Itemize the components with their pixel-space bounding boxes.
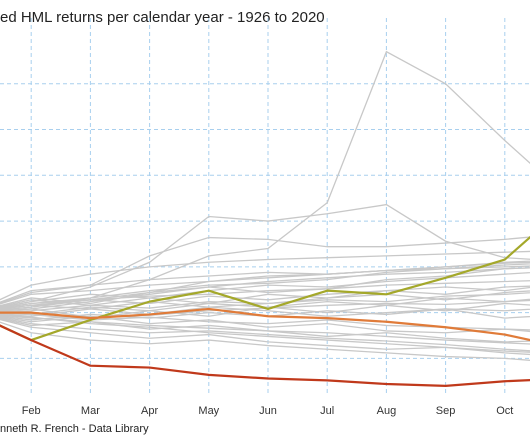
chart-caption: nneth R. French - Data Library bbox=[0, 423, 149, 435]
background-series-line bbox=[0, 321, 530, 361]
highlight-series-layer bbox=[0, 235, 530, 387]
x-tick-label: Aug bbox=[377, 405, 397, 417]
background-series-line bbox=[0, 318, 530, 343]
x-tick-label: Apr bbox=[141, 405, 158, 417]
background-series-line bbox=[0, 50, 530, 311]
x-tick-label: Mar bbox=[81, 405, 100, 417]
background-series-line bbox=[0, 290, 530, 310]
x-tick-label: Oct bbox=[496, 405, 513, 417]
x-tick-label: Jul bbox=[320, 405, 334, 417]
background-series-line bbox=[0, 314, 530, 353]
background-series-line bbox=[0, 236, 530, 303]
x-tick-label: May bbox=[198, 405, 219, 417]
x-tick-label: Feb bbox=[22, 405, 41, 417]
background-series-line bbox=[0, 297, 530, 316]
background-series-line bbox=[0, 306, 530, 317]
highlight-series-line bbox=[0, 307, 530, 342]
background-series-line bbox=[0, 271, 530, 309]
x-tick-label: Jun bbox=[259, 405, 277, 417]
x-tick-label-layer: Feb Mar Apr May Jun Jul Aug Sep Oct bbox=[22, 405, 514, 417]
x-tick-label: Sep bbox=[436, 405, 456, 417]
highlight-series-line bbox=[0, 324, 530, 387]
background-series-line bbox=[0, 250, 530, 301]
chart-title: ed HML returns per calendar year - 1926 … bbox=[0, 9, 325, 26]
highlight-series-line bbox=[0, 235, 530, 342]
background-series-line bbox=[0, 315, 530, 334]
background-series-layer bbox=[0, 50, 530, 361]
background-series-line bbox=[0, 260, 530, 310]
background-series-line bbox=[0, 203, 530, 309]
